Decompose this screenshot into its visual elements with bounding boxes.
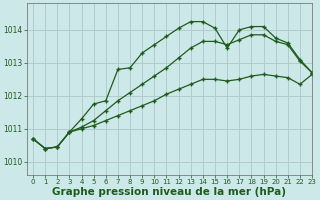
X-axis label: Graphe pression niveau de la mer (hPa): Graphe pression niveau de la mer (hPa): [52, 187, 286, 197]
